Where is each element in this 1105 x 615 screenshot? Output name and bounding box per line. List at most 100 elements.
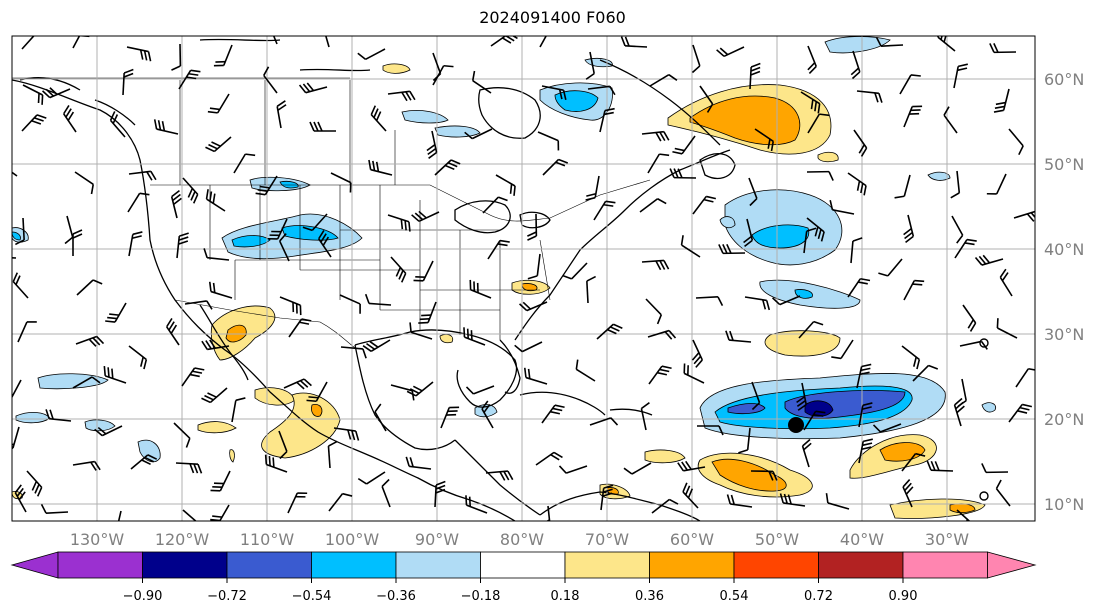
wind-barb: [184, 300, 213, 310]
wind-barb: [210, 470, 231, 492]
wind-barb: [207, 93, 230, 114]
wind-barb: [535, 451, 563, 466]
wind-barb: [519, 301, 548, 312]
wind-barb: [803, 410, 826, 431]
wind-barb: [596, 323, 623, 340]
baja-peninsula: [199, 304, 249, 381]
wind-barb: [370, 105, 387, 132]
canadian-provinces: [12, 77, 396, 185]
wind-barb: [426, 130, 438, 159]
wind-barb: [806, 217, 825, 242]
wind-barb: [726, 494, 753, 508]
wind-barb: [15, 217, 25, 246]
colorbar-tick-label: −0.90: [123, 589, 163, 604]
wind-barb: [962, 304, 977, 332]
wind-barb: [201, 339, 230, 351]
lat-label: 50°N: [1044, 155, 1084, 174]
wind-barb: [981, 463, 1009, 474]
map-frame: [11, 35, 1036, 522]
lon-label: 60°W: [670, 530, 714, 549]
wind-barb: [63, 104, 77, 133]
wind-barb: [318, 229, 332, 258]
wind-barb: [465, 495, 488, 514]
wind-barb: [850, 50, 861, 80]
wind-barb: [537, 131, 560, 151]
lon-label: 50°W: [755, 530, 799, 549]
wind-barb: [1015, 367, 1035, 388]
wind-barb: [699, 85, 714, 113]
colorbar-tick-label: −0.18: [461, 589, 501, 604]
wind-barb: [875, 37, 904, 47]
wind-barb: [825, 493, 850, 510]
wind-barb: [126, 46, 152, 62]
wind-barb: [409, 322, 433, 340]
wind-barb: [432, 64, 454, 86]
wind-barb: [327, 440, 338, 469]
wind-barb: [1013, 210, 1035, 222]
wind-barb: [72, 376, 101, 389]
wind-barb: [692, 195, 717, 215]
wind-barb: [434, 480, 446, 508]
wind-barb: [231, 397, 246, 423]
wind-barb: [680, 235, 701, 258]
lon-label: 90°W: [415, 530, 459, 549]
wind-barb: [339, 294, 361, 314]
wind-barb: [807, 45, 817, 75]
south-america-coast: [539, 491, 701, 521]
wind-barb: [651, 498, 679, 514]
wind-barb: [999, 268, 1013, 297]
wind-barb: [495, 174, 516, 196]
wind-barb: [387, 214, 411, 232]
mexico-gulf-coast: [354, 344, 456, 451]
wind-barb: [127, 192, 150, 213]
wind-barb: [691, 339, 704, 368]
lon-label: 80°W: [500, 530, 544, 549]
wind-barb: [989, 43, 1017, 54]
border-layer: [12, 77, 651, 349]
wind-barb: [585, 51, 595, 80]
wind-barb: [233, 153, 256, 174]
wind-barb: [858, 438, 873, 464]
wind-barb: [128, 170, 157, 181]
wind-barb: [751, 381, 761, 411]
positive-anomaly-labrador-core: [689, 95, 801, 146]
wind-barb: [166, 317, 180, 346]
wind-barb: [482, 196, 508, 214]
wind-barb: [902, 479, 914, 508]
wind-barb: [847, 172, 867, 196]
wind-barb: [754, 128, 775, 152]
wind-barb: [283, 378, 312, 390]
colorbar-segment: [57, 551, 143, 579]
wind-barb: [1008, 128, 1024, 156]
lat-label: 60°N: [1044, 70, 1084, 89]
wind-barb: [278, 233, 290, 262]
wind-barb: [182, 509, 201, 521]
hudson-bay: [478, 87, 541, 139]
wind-barb: [255, 175, 278, 196]
wind-barb: [340, 346, 367, 359]
wind-barb-layer: [12, 36, 1035, 521]
lat-label: 20°N: [1044, 410, 1084, 429]
wind-barb: [357, 48, 386, 61]
wind-barb: [405, 456, 432, 470]
wind-barb: [390, 384, 415, 401]
wind-barb: [639, 198, 667, 213]
wind-barb: [586, 275, 596, 304]
wind-barb: [368, 159, 393, 176]
wind-barb: [364, 293, 392, 306]
colorbar-segment: [649, 551, 735, 579]
wind-barb: [201, 387, 228, 404]
negative-anomaly-max: [804, 400, 834, 417]
wind-barb: [749, 62, 761, 90]
wind-barb: [45, 409, 72, 422]
wind-barb: [903, 279, 925, 301]
wind-barb: [288, 318, 312, 338]
wind-barb: [309, 121, 336, 132]
wind-barb: [953, 63, 968, 89]
wind-barb: [76, 279, 103, 296]
wind-barb: [986, 173, 1007, 195]
wind-barb: [858, 402, 873, 428]
wind-barb: [796, 382, 807, 411]
wind-barb: [649, 73, 678, 87]
colorbar-segment: [733, 551, 819, 579]
